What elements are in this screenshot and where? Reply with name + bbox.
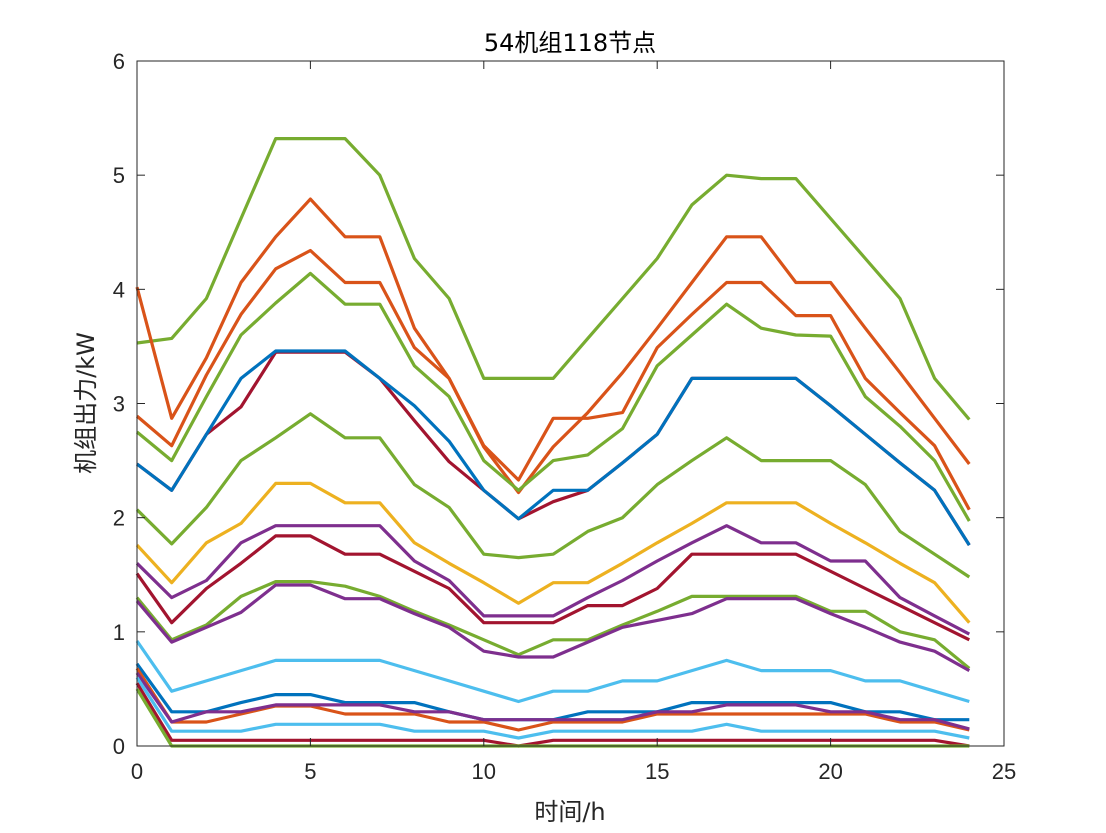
- series-line-9: [135, 524, 971, 636]
- series-line-16: [135, 671, 970, 731]
- series-line-11: [135, 579, 971, 670]
- x-tick-label: 10: [472, 759, 496, 784]
- series-line-17: [135, 676, 970, 740]
- y-tick-label: 5: [113, 163, 125, 188]
- series-line-4: [135, 271, 971, 522]
- y-tick-label: 2: [113, 506, 125, 531]
- series-line-12: [135, 583, 971, 672]
- x-tick-label: 15: [645, 759, 669, 784]
- chart-title: 54机组118节点: [484, 29, 656, 57]
- x-tick-label: 20: [818, 759, 842, 784]
- y-tick-label: 4: [113, 277, 125, 302]
- y-tick-label: 3: [113, 392, 125, 417]
- series-line-7: [135, 412, 971, 579]
- series-line-13: [135, 640, 970, 704]
- series-line-8: [135, 481, 971, 624]
- series-line-10: [135, 534, 971, 642]
- y-tick-label: 1: [113, 620, 125, 645]
- series-line-1: [136, 137, 971, 421]
- tick-layer: 0 5 10 15 20 25 0 1 2 3 4 5 6: [113, 49, 1016, 784]
- y-axis-label: 机组出力/kW: [72, 332, 100, 474]
- y-tick-label: 6: [113, 49, 125, 74]
- series-line-6: [136, 349, 971, 546]
- x-axis-label: 时间/h: [534, 798, 605, 826]
- x-tick-label: 25: [992, 759, 1016, 784]
- y-tick-label: 0: [113, 734, 125, 759]
- plot-background: [137, 61, 1004, 746]
- series-line-2: [135, 197, 971, 495]
- series-line-3: [135, 248, 971, 511]
- x-tick-label: 5: [304, 759, 316, 784]
- x-tick-label: 0: [131, 759, 143, 784]
